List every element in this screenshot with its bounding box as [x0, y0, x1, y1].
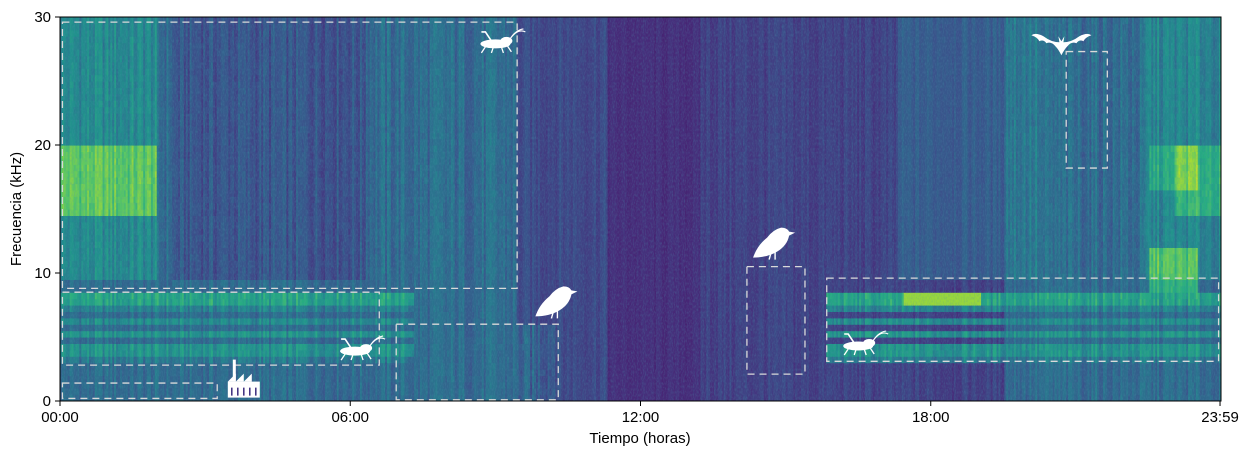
spectrogram-raster	[60, 17, 1221, 401]
